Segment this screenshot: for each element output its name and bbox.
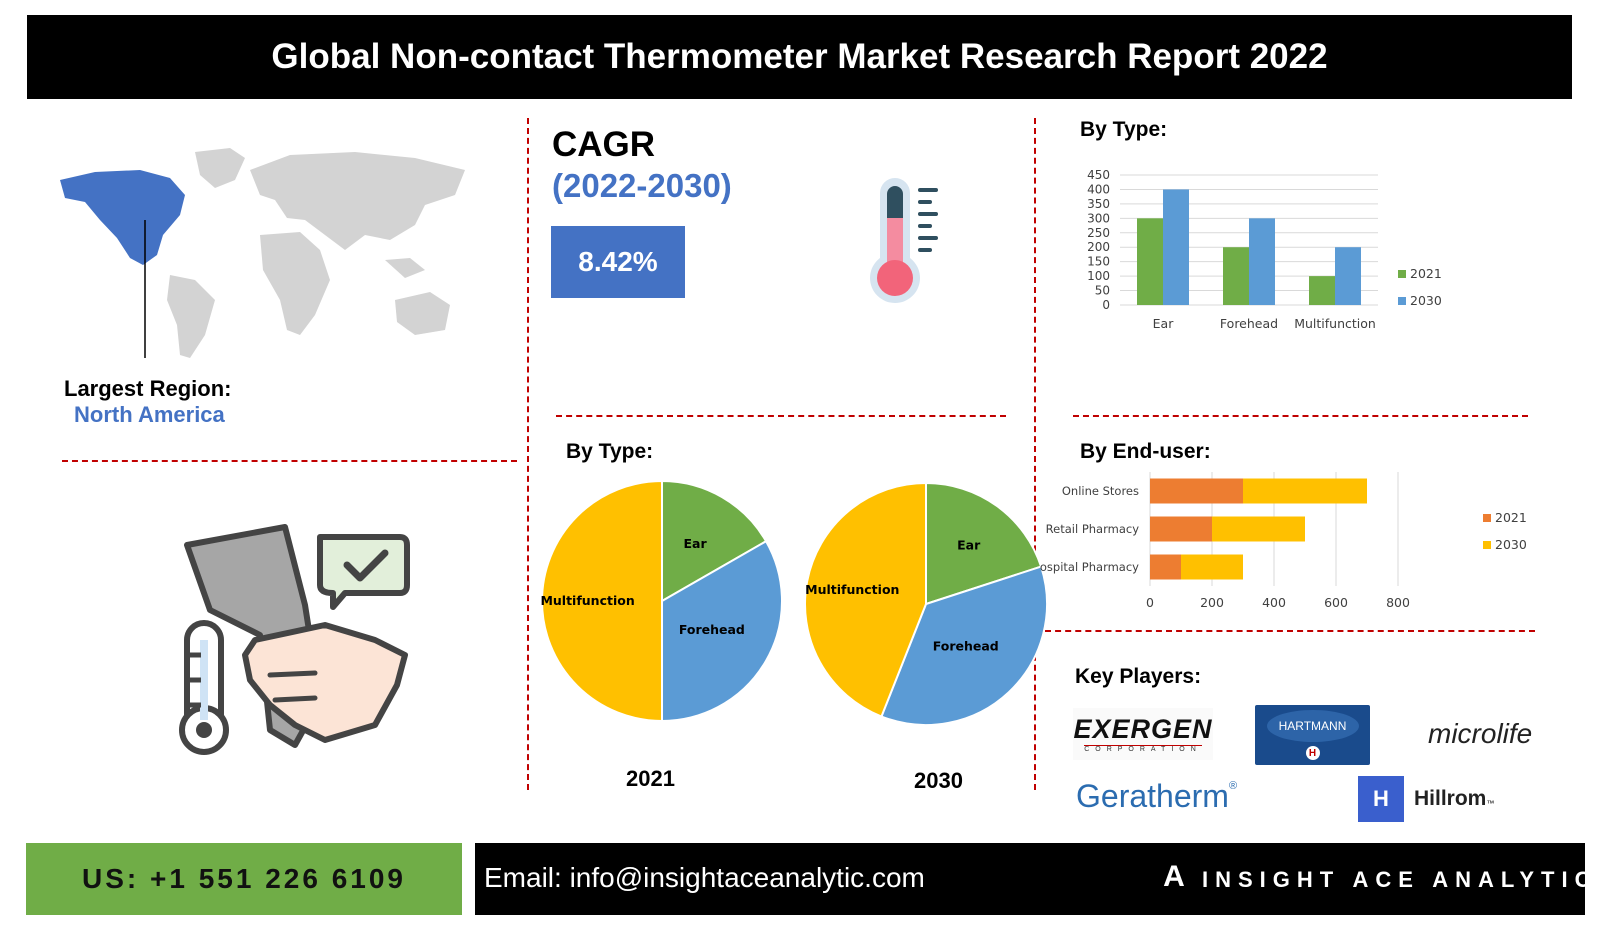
- y-tick-label: 0: [1102, 298, 1110, 312]
- legend-swatch-2030: [1398, 297, 1406, 305]
- legend-label: 2030: [1410, 293, 1442, 308]
- footer-email: Email: info@insightaceanalytic.com: [484, 862, 925, 893]
- by-enduser-title: By End-user:: [1080, 440, 1211, 463]
- pie-slice-forehead: [880, 565, 1048, 726]
- bar-retail-pharmacy-2030: [1212, 516, 1305, 542]
- cagr-value-box: 8.42%: [551, 226, 685, 298]
- hillrom-logo: H Hillrom ™: [1358, 776, 1494, 822]
- bar-multifunction-2021: [1309, 276, 1335, 305]
- y-tick-label: 450: [1087, 168, 1110, 182]
- thermometer-icon: [870, 178, 938, 303]
- pie-year-2021: 2021: [626, 766, 675, 791]
- hand-icon: [242, 622, 408, 743]
- divider-left-vertical: [527, 118, 529, 790]
- pie-chart-2021: Ear Forehead Multifunction: [540, 480, 783, 723]
- by-enduser-bar-chart: 0 200 400 600 800 Online Stores Retail Pharmac…: [1040, 472, 1527, 610]
- legend-label: 2021: [1495, 510, 1527, 525]
- y-tick-label: Online Stores: [1062, 484, 1139, 498]
- footer-brand: INSIGHT ACE ANALYTIC: [1202, 867, 1598, 892]
- y-tick-label: 250: [1087, 226, 1110, 240]
- y-tick-label: 200: [1087, 240, 1110, 254]
- legend-label: 2030: [1495, 537, 1527, 552]
- pie-slice-ear: [661, 480, 768, 603]
- cagr-period: (2022-2030): [552, 167, 732, 204]
- y-tick-label: 100: [1087, 269, 1110, 283]
- thermometer-small-icon: [179, 620, 229, 755]
- bar-hospital-pharmacy-2030: [1181, 554, 1243, 580]
- pie-chart-2030: Ear Forehead Multifunction: [804, 481, 1048, 726]
- cagr-title: CAGR: [552, 125, 656, 164]
- hillrom-badge-icon: H: [1358, 776, 1404, 822]
- pie-label-forehead: Forehead: [933, 638, 999, 653]
- report-header: Global Non-contact Thermometer Market Re…: [27, 15, 1572, 99]
- exergen-logo: EXERGEN CORPORATION: [1073, 708, 1213, 760]
- x-tick-label: 800: [1386, 595, 1410, 610]
- pie-slice-forehead: [661, 539, 783, 723]
- key-players-title: Key Players:: [1075, 665, 1202, 688]
- y-tick-label: 350: [1087, 197, 1110, 211]
- pie-label-multifunction: Multifunction: [805, 582, 899, 597]
- y-tick-label: Retail Pharmacy: [1046, 522, 1140, 536]
- y-tick-label: 50: [1095, 284, 1110, 298]
- thermometer-gun-icon: [179, 524, 410, 755]
- bar-multifunction-2030: [1335, 247, 1361, 305]
- y-tick-label: 400: [1087, 182, 1110, 196]
- x-tick-label: Forehead: [1220, 316, 1278, 331]
- pie-label-forehead: Forehead: [679, 622, 745, 637]
- by-type-bar-title: By Type:: [1080, 118, 1168, 141]
- footer-phone: US: +1 551 226 6109: [26, 843, 462, 915]
- pie-label-ear: Ear: [683, 536, 707, 551]
- y-tick-label: 300: [1087, 211, 1110, 225]
- pie-slice-multifunction: [804, 481, 927, 718]
- x-tick-label: 600: [1324, 595, 1348, 610]
- footer-email-bar: [475, 843, 1585, 915]
- bar-forehead-2021: [1223, 247, 1249, 305]
- legend-label: 2021: [1410, 266, 1442, 281]
- cagr-value: 8.42%: [578, 246, 658, 277]
- divider-right-vertical: [1034, 118, 1036, 790]
- legend-swatch-2021: [1483, 514, 1491, 522]
- x-tick-label: 400: [1262, 595, 1286, 610]
- legend-swatch-2021: [1398, 270, 1406, 278]
- bar-forehead-2030: [1249, 218, 1275, 305]
- y-tick-label: 150: [1087, 255, 1110, 269]
- bar-ear-2021: [1137, 218, 1163, 305]
- pie-year-2030: 2030: [914, 768, 963, 793]
- legend-swatch-2030: [1483, 541, 1491, 549]
- report-title: Global Non-contact Thermometer Market Re…: [271, 37, 1328, 76]
- geratherm-logo: Geratherm ®: [1076, 778, 1238, 814]
- microlife-logo: microlife: [1428, 718, 1533, 749]
- checkmark-icon: [317, 534, 410, 610]
- x-tick-label: Multifunction: [1294, 316, 1376, 331]
- bar-ear-2030: [1163, 189, 1189, 305]
- largest-region-label: Largest Region:: [64, 376, 232, 401]
- x-tick-label: 200: [1200, 595, 1224, 610]
- bar-retail-pharmacy-2021: [1150, 516, 1212, 542]
- y-tick-label: Hospital Pharmacy: [1040, 560, 1139, 574]
- divider-region: [62, 460, 517, 462]
- x-tick-label: 0: [1146, 595, 1154, 610]
- bar-hospital-pharmacy-2021: [1150, 554, 1181, 580]
- pie-slice-multifunction: [541, 480, 663, 723]
- divider-cagr: [556, 415, 1006, 417]
- divider-enduser: [1045, 630, 1535, 632]
- bar-online-stores-2021: [1150, 478, 1243, 504]
- brand-logo-icon: A: [1163, 860, 1185, 893]
- pie-slice-ear: [925, 481, 1043, 606]
- by-type-pie-title: By Type:: [566, 440, 654, 463]
- pie-label-ear: Ear: [957, 537, 981, 552]
- divider-type-bar: [1073, 415, 1528, 417]
- largest-region-value: North America: [74, 402, 225, 427]
- bar-online-stores-2030: [1243, 478, 1367, 504]
- x-tick-label: Ear: [1153, 316, 1175, 331]
- pie-label-multifunction: Multifunction: [540, 593, 634, 608]
- hartmann-logo: HARTMANN H: [1255, 705, 1370, 765]
- world-map-icon: [60, 148, 465, 358]
